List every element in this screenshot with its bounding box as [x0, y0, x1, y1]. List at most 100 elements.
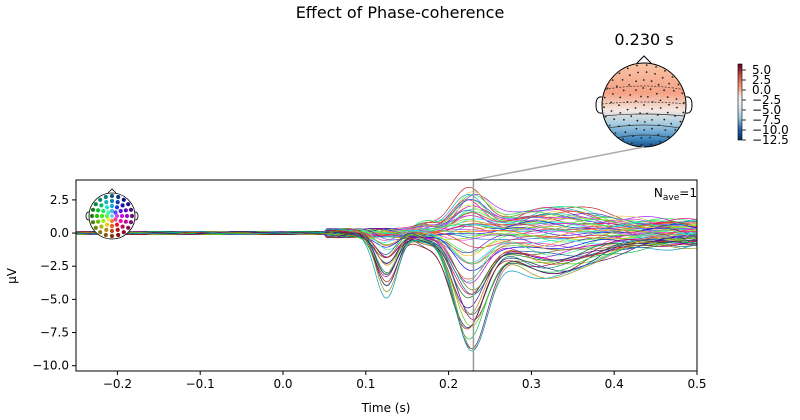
sensor-dot	[645, 64, 648, 66]
sensor-dot	[612, 93, 614, 95]
colorbar-gradient	[737, 63, 743, 141]
sensor-dot	[643, 121, 646, 123]
sensor-dot	[659, 99, 662, 102]
sensor-dot	[636, 64, 638, 67]
sensor-color-dot	[101, 208, 106, 214]
sensor-dot	[679, 120, 682, 123]
sensor-color-dot	[103, 232, 108, 238]
sensor-color-dot	[104, 227, 109, 232]
sensor-dot	[664, 129, 667, 132]
sensor-dot	[663, 118, 666, 121]
sensor-color-dot	[128, 207, 134, 212]
sensor-dot	[655, 92, 658, 95]
sensor-dot	[632, 135, 634, 138]
sensor-dot	[642, 87, 645, 89]
sensor-color-dot	[109, 218, 115, 224]
colorbar-tick-label: 2.5	[752, 73, 771, 87]
colorbar-tick-label: 0.0	[752, 83, 771, 97]
colorbar: 5.02.50.0−2.5−5.0−7.5−10.0−12.5	[737, 63, 789, 147]
sensor-dot	[622, 138, 624, 141]
sensor-dot	[636, 119, 639, 122]
nave-value: =1	[679, 186, 697, 200]
sensor-dot	[657, 124, 660, 126]
topomap-field	[602, 63, 686, 147]
channel-trace	[76, 231, 697, 349]
sensor-color-dot	[114, 205, 120, 210]
y-tick-label: 2.5	[50, 193, 69, 207]
sensor-dot	[623, 118, 625, 121]
sensor-color-dot	[118, 208, 123, 214]
sensor-dot	[651, 108, 653, 110]
sensor-color-dot	[90, 207, 96, 212]
sensor-dot	[610, 110, 613, 112]
sensor-color-dot	[115, 200, 120, 205]
topomap	[595, 55, 693, 148]
sensor-dot	[654, 73, 656, 75]
sensor-dot	[676, 106, 678, 109]
sensor-dot	[643, 104, 645, 106]
x-tick-label: −0.1	[186, 377, 215, 391]
sensor-dot	[668, 82, 670, 85]
channel-trace	[76, 228, 697, 315]
nave-label: Nave=1	[654, 186, 697, 203]
y-axis-label: µV	[5, 267, 19, 284]
sensor-color-dot	[109, 208, 115, 214]
sensor-color-dot	[119, 213, 125, 219]
sensor-dot	[603, 106, 605, 109]
sensor-dot	[622, 89, 625, 92]
sensor-dot	[628, 124, 631, 127]
sensor-dot	[651, 119, 653, 121]
sensor-dot	[614, 132, 617, 135]
sensor-color-dot	[114, 213, 120, 219]
sensor-color-dot	[128, 220, 134, 225]
sensor-dot	[635, 80, 637, 83]
sensor-dot	[649, 88, 652, 91]
sensor-color-dot	[113, 210, 118, 215]
sensor-dot	[674, 129, 677, 131]
sensor-dot	[675, 98, 678, 100]
sensor-color-dot	[89, 213, 95, 219]
sensor-dot	[604, 115, 607, 118]
sensor-color-dot	[123, 219, 128, 224]
sensor-dot	[649, 136, 651, 139]
sensor-dot	[655, 66, 657, 68]
sensor-dot	[659, 107, 662, 109]
sensor-color-dot	[123, 208, 128, 213]
sensor-color-dot	[129, 213, 135, 219]
sensor-dot	[619, 96, 622, 99]
channel-trace	[76, 231, 697, 340]
sensor-color-dot	[93, 225, 98, 230]
x-tick-label: 0.2	[439, 377, 458, 391]
sensor-dot	[611, 79, 614, 81]
sensor-color-dot	[116, 194, 121, 200]
sensor-dot	[626, 108, 629, 111]
sensor-dot	[606, 87, 609, 90]
sensor-dot	[651, 101, 654, 103]
sensor-dot	[608, 124, 611, 127]
colorbar-tick-label: −2.5	[752, 93, 781, 107]
x-tick-label: 0.5	[687, 377, 706, 391]
sensor-dot	[618, 125, 620, 128]
sensor-dot	[681, 92, 684, 95]
topomap-contour	[603, 113, 685, 117]
sensor-color-dot	[109, 233, 115, 239]
colorbar-tick-label: 5.0	[752, 63, 771, 77]
y-tick-label: −2.5	[40, 259, 69, 273]
sensor-dot	[682, 111, 685, 114]
sensor-dot	[618, 104, 620, 107]
sensor-color-dot	[93, 202, 98, 207]
sensor-dot	[650, 143, 652, 146]
sensor-color-dot	[109, 228, 115, 234]
sensor-legend-nose	[107, 188, 117, 194]
y-tick-label: −10.0	[32, 359, 69, 373]
sensor-color-dot	[109, 213, 115, 219]
sensor-color-dot	[98, 197, 103, 202]
sensor-color-dot	[104, 205, 110, 210]
sensor-dot	[661, 76, 664, 79]
sensor-dot	[656, 114, 659, 116]
sensor-dot	[626, 67, 629, 70]
sensor-color-dot	[96, 219, 101, 224]
sensor-dot	[628, 84, 631, 86]
topomap-right-ear	[685, 96, 693, 114]
topomap-contour	[602, 85, 686, 91]
